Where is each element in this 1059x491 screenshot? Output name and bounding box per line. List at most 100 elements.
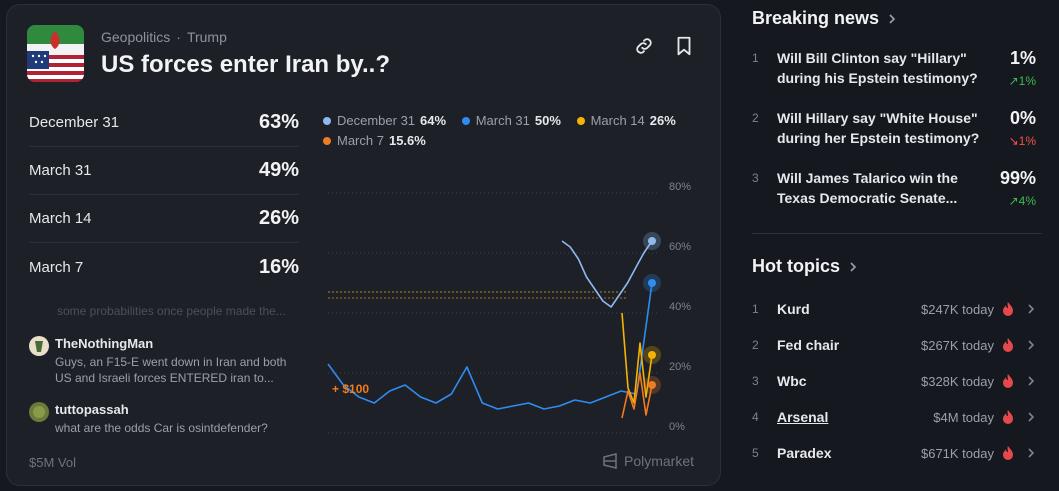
legend-item[interactable]: March 31 50% <box>461 111 561 131</box>
news-index: 1 <box>752 51 759 65</box>
legend-dot <box>323 117 331 125</box>
chevron-right-icon <box>1028 412 1035 422</box>
avatar <box>29 336 49 356</box>
legend-label: March 7 <box>337 133 384 148</box>
topic-volume: $328K today <box>920 373 994 389</box>
outcomes-list: December 31 63% March 31 49% March 14 26… <box>29 99 299 291</box>
topic-index: 1 <box>752 302 759 316</box>
bookmark-icon[interactable] <box>673 35 695 57</box>
outcome-percent: 63% <box>258 111 299 133</box>
polymarket-logo-icon <box>603 453 617 469</box>
comment-item[interactable]: TheNothingMan Guys, an F15-E went down i… <box>29 336 309 386</box>
y-tick-label: 60% <box>669 241 692 253</box>
link-icon[interactable] <box>633 35 655 57</box>
chevron-right-icon <box>889 13 896 24</box>
chevron-right-icon <box>1028 376 1035 386</box>
outcome-label: December 31 <box>29 114 120 131</box>
series-line-december-31 <box>561 240 653 308</box>
news-change: ↗1% <box>1008 74 1036 88</box>
outcome-label: March 7 <box>29 258 84 276</box>
news-change: ↘1% <box>1008 134 1036 148</box>
outcome-label: March 31 <box>29 162 92 179</box>
topic-volume: $267K today <box>920 337 994 353</box>
section-divider <box>752 233 1042 234</box>
news-index: 3 <box>752 171 759 185</box>
topic-name: Fed chair <box>777 337 840 353</box>
legend-label: December 31 <box>337 113 416 128</box>
news-index: 2 <box>752 111 759 125</box>
chart-annotation: + $100 <box>332 382 369 396</box>
outcome-percent: 16% <box>258 255 299 278</box>
series-line-march-31 <box>327 282 653 410</box>
breadcrumb-separator: · <box>176 29 181 45</box>
y-tick-label: 20% <box>669 361 692 373</box>
fire-icon <box>1003 302 1013 316</box>
fire-icon <box>1003 446 1013 460</box>
topic-volume: $671K today <box>920 445 994 461</box>
topic-index: 3 <box>752 374 759 388</box>
market-card: Geopolitics · Trump US forces enter Iran b… <box>6 4 721 486</box>
chevron-right-icon <box>1028 340 1035 350</box>
legend-dot <box>323 137 331 145</box>
chevron-right-icon <box>1028 448 1035 458</box>
news-item[interactable]: 2 Will Hillary say "White House" during … <box>752 108 1042 168</box>
topic-index: 5 <box>752 446 759 460</box>
comment-username[interactable]: TheNothingMan <box>55 336 154 351</box>
y-tick-label: 40% <box>669 301 692 313</box>
topic-item[interactable]: 5 Paradex $671K today <box>752 441 1042 465</box>
tag-link[interactable]: Trump <box>186 29 227 45</box>
legend-item[interactable]: March 7 15.6% <box>323 131 426 151</box>
brand-name: Polymarket <box>624 453 695 469</box>
legend-value: 50% <box>534 113 561 128</box>
news-question: Will Bill Clinton say "Hillary" during h… <box>777 50 978 86</box>
comment-text: Guys, an F15-E went down in Iran and bot… <box>55 355 287 385</box>
topic-index: 4 <box>752 410 759 424</box>
series-line-march-14 <box>621 312 653 404</box>
topic-item[interactable]: 2 Fed chair $267K today <box>752 333 1042 357</box>
polymarket-brand[interactable]: Polymarket <box>602 453 694 469</box>
y-tick-label: 0% <box>669 421 685 433</box>
section-title: Breaking news <box>752 8 880 28</box>
outcome-row[interactable]: December 31 63% <box>29 99 299 147</box>
topic-item[interactable]: 3 Wbc $328K today <box>752 369 1042 393</box>
hot-topics-header[interactable]: Hot topics <box>752 256 1042 277</box>
chart-legend: December 31 64% March 31 50% March 14 26% M… <box>323 111 713 151</box>
comment-item[interactable]: tuttopassah what are the odds Car is osi… <box>29 402 309 442</box>
legend-label: March 31 <box>475 113 530 128</box>
series-line-march-7 <box>621 372 653 419</box>
chevron-right-icon <box>850 261 857 272</box>
news-item[interactable]: 1 Will Bill Clinton say "Hillary" during… <box>752 48 1042 108</box>
series-endpoint <box>648 279 656 287</box>
outcome-row[interactable]: March 7 16% <box>29 243 299 291</box>
topic-name: Kurd <box>777 301 810 317</box>
news-probability: 0% <box>1009 108 1036 128</box>
topic-item[interactable]: 4 Arsenal $4M today <box>752 405 1042 429</box>
topic-item[interactable]: 1 Kurd $247K today <box>752 297 1042 321</box>
legend-value: 64% <box>420 113 447 128</box>
news-item[interactable]: 3 Will James Talarico win the Texas Demo… <box>752 168 1042 228</box>
outcome-row[interactable]: March 14 26% <box>29 195 299 243</box>
topic-volume: $4M today <box>933 409 994 425</box>
legend-item[interactable]: December 31 64% <box>323 111 446 131</box>
section-title: Hot topics <box>752 256 840 276</box>
category-link[interactable]: Geopolitics <box>101 29 171 45</box>
legend-dot <box>576 117 585 125</box>
topic-name: Paradex <box>777 445 832 461</box>
chevron-right-icon <box>1028 304 1035 314</box>
breaking-news-header[interactable]: Breaking news <box>752 8 1042 29</box>
outcome-percent: 49% <box>258 159 299 181</box>
outcome-row[interactable]: March 31 49% <box>29 147 299 195</box>
price-history-chart[interactable]: + $100 <box>322 181 667 441</box>
market-thumbnail[interactable] <box>27 25 84 82</box>
breadcrumb: Geopolitics · Trump <box>101 29 227 45</box>
legend-label: March 14 <box>590 113 645 128</box>
comment-username[interactable]: tuttopassah <box>55 402 129 417</box>
news-question: Will Hillary say "White House" during he… <box>777 110 980 146</box>
market-title: US forces enter Iran by..? <box>101 51 390 78</box>
topic-name: Arsenal <box>777 409 829 425</box>
topic-index: 2 <box>752 338 759 352</box>
volume-label: $5M Vol <box>29 455 76 470</box>
legend-item[interactable]: March 14 26% <box>576 111 676 131</box>
news-probability: 1% <box>1009 48 1036 68</box>
series-endpoint <box>648 381 656 389</box>
